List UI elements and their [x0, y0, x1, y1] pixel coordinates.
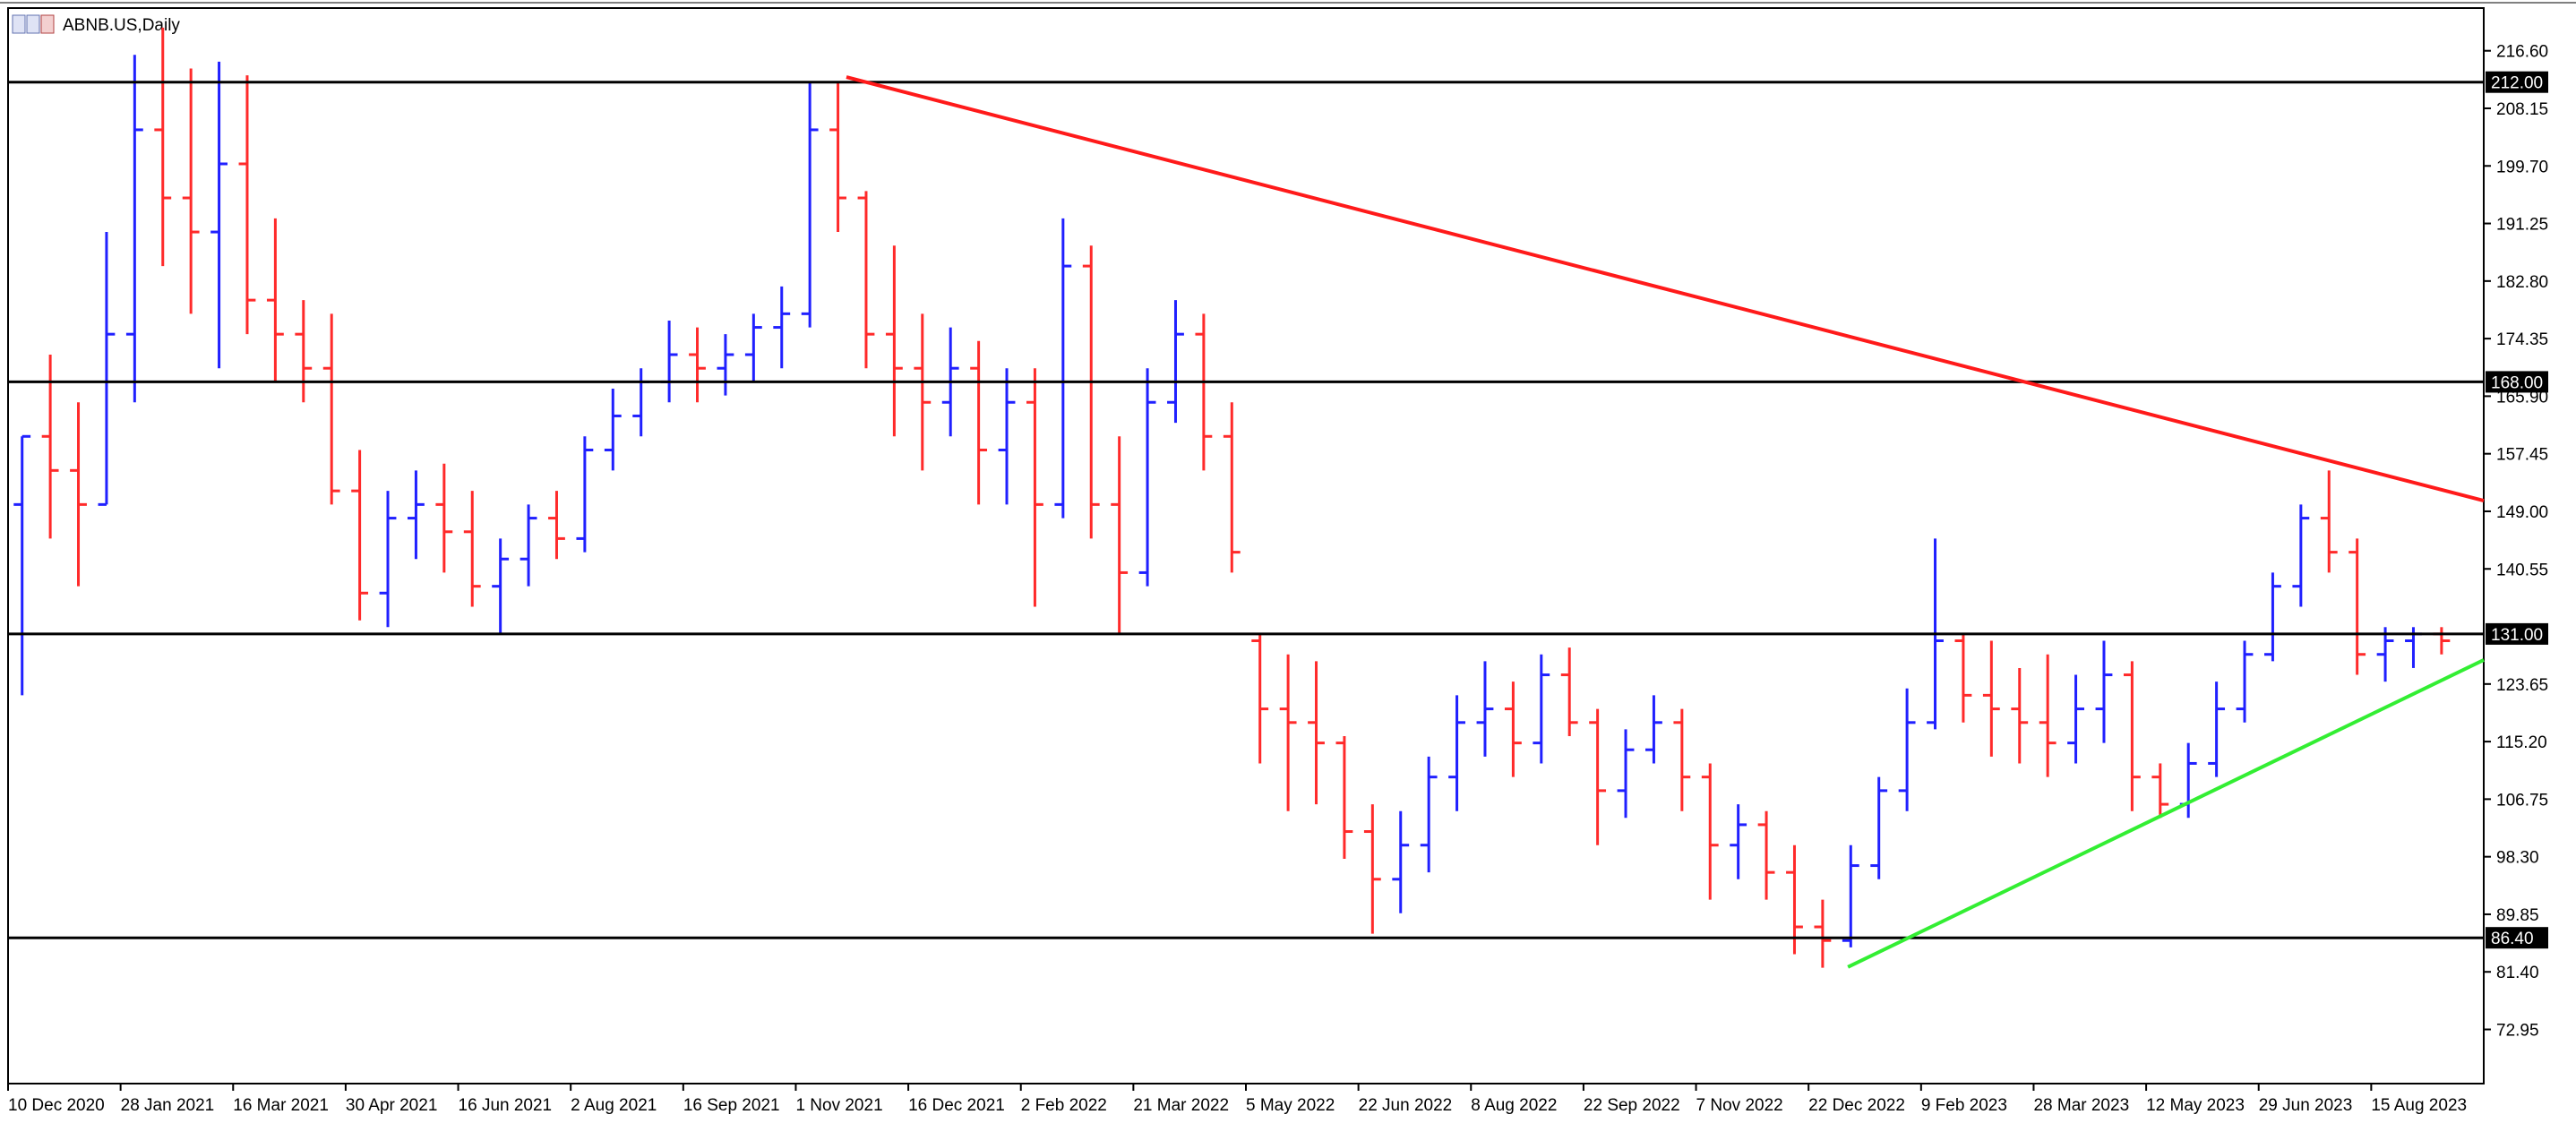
level-label-box [2486, 622, 2548, 645]
symbol-icon [12, 14, 55, 34]
x-tick-label: 7 Nov 2022 [1696, 1096, 1783, 1115]
level-label: 168.00 [2491, 373, 2543, 392]
y-tick-label: 89.85 [2496, 906, 2539, 925]
y-tick-label: 191.25 [2496, 216, 2548, 235]
icon-part [12, 14, 26, 34]
x-tick-label: 1 Nov 2021 [795, 1096, 882, 1115]
y-tick-label: 81.40 [2496, 964, 2539, 982]
y-tick-label: 199.70 [2496, 158, 2548, 176]
x-tick-label: 16 Sep 2021 [683, 1096, 780, 1115]
y-tick-label: 115.20 [2496, 733, 2547, 752]
x-tick-label: 28 Mar 2023 [2033, 1096, 2129, 1115]
y-tick-label: 98.30 [2496, 849, 2539, 868]
y-tick-label: 216.60 [2496, 43, 2548, 62]
x-tick-label: 10 Dec 2020 [8, 1096, 105, 1115]
x-tick-label: 2 Feb 2022 [1021, 1096, 1107, 1115]
y-tick-label: 208.15 [2496, 100, 2548, 119]
chart-title: ABNB.US,Daily [63, 16, 180, 35]
x-tick-label: 22 Jun 2022 [1359, 1096, 1453, 1115]
x-tick-label: 15 Aug 2023 [2371, 1096, 2467, 1115]
x-tick-label: 12 May 2023 [2146, 1096, 2245, 1115]
trend-line [846, 75, 2485, 503]
level-label: 212.00 [2491, 74, 2543, 93]
icon-part [40, 14, 55, 34]
x-tick-label: 16 Jun 2021 [459, 1096, 553, 1115]
x-tick-label: 8 Aug 2022 [1471, 1096, 1557, 1115]
x-tick-label: 28 Jan 2021 [121, 1096, 215, 1115]
icon-part [26, 14, 40, 34]
level-label-box [2486, 371, 2548, 393]
level-label-box [2486, 927, 2548, 949]
x-tick-label: 5 May 2022 [1246, 1096, 1335, 1115]
y-tick-label: 165.90 [2496, 388, 2548, 407]
y-tick-label: 123.65 [2496, 676, 2548, 695]
x-tick-label: 21 Mar 2022 [1133, 1096, 1229, 1115]
y-tick-label: 106.75 [2496, 791, 2548, 810]
y-tick-label: 149.00 [2496, 503, 2548, 522]
x-tick-label: 30 Apr 2021 [346, 1096, 437, 1115]
level-label-box [2486, 71, 2548, 93]
x-tick-label: 9 Feb 2023 [1921, 1096, 2007, 1115]
y-tick-label: 157.45 [2496, 446, 2548, 465]
trend-line [1847, 658, 2485, 969]
y-tick-label: 174.35 [2496, 330, 2548, 349]
x-tick-label: 2 Aug 2021 [571, 1096, 657, 1115]
x-tick-label: 16 Dec 2021 [908, 1096, 1005, 1115]
y-tick-label: 140.55 [2496, 561, 2548, 579]
x-tick-label: 16 Mar 2021 [233, 1096, 329, 1115]
level-label: 86.40 [2491, 930, 2534, 948]
y-tick-label: 182.80 [2496, 273, 2548, 292]
level-label: 131.00 [2491, 626, 2543, 645]
x-tick-label: 22 Sep 2022 [1584, 1096, 1680, 1115]
x-tick-label: 29 Jun 2023 [2259, 1096, 2353, 1115]
x-tick-label: 22 Dec 2022 [1808, 1096, 1905, 1115]
y-tick-label: 72.95 [2496, 1022, 2539, 1041]
